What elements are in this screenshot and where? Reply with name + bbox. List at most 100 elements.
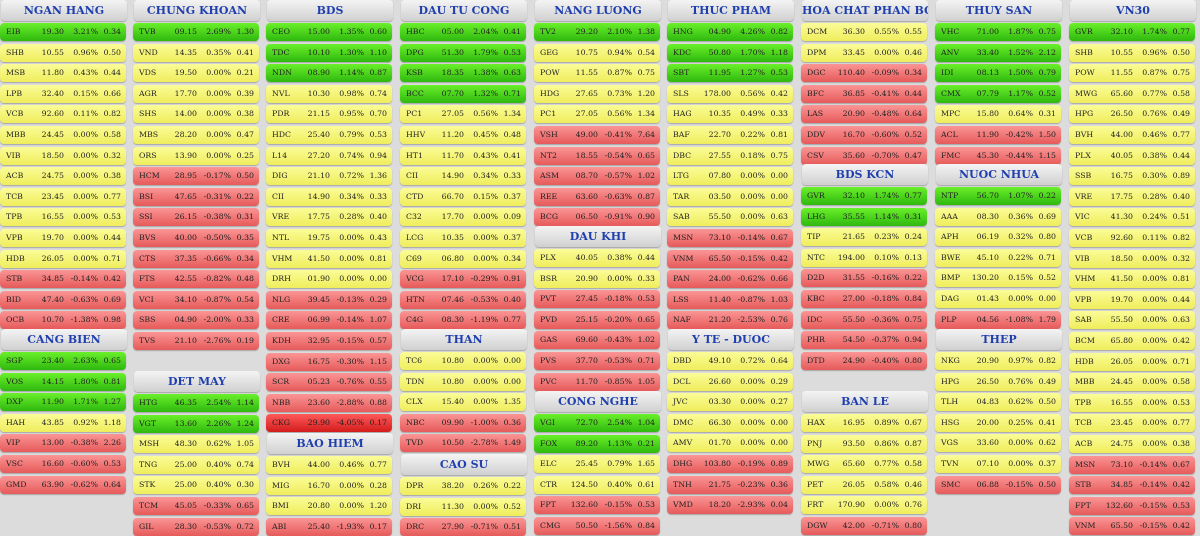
stock-row[interactable]: CII 14.90 0.34% 0.33 [266, 188, 392, 206]
stock-row[interactable]: ORS 13.90 0.00% 0.25 [133, 147, 259, 165]
stock-row[interactable]: MWG 65.60 0.77% 0.58 [801, 455, 927, 473]
stock-row[interactable]: FPT 132.60 -0.15% 0.53 [1069, 497, 1195, 515]
stock-row[interactable]: DDV 16.70 -0.60% 0.52 [801, 126, 927, 144]
stock-row[interactable]: TC6 10.80 0.00% 0.00 [400, 352, 526, 370]
stock-row[interactable]: CTS 37.35 -0.66% 0.34 [133, 250, 259, 268]
stock-row[interactable]: STB 34.85 -0.14% 0.42 [0, 270, 126, 288]
stock-row[interactable]: TAR 03.50 0.00% 0.00 [667, 188, 793, 206]
stock-row[interactable]: DRH 01.90 0.00% 0.00 [266, 270, 392, 288]
stock-row[interactable]: BVH 44.00 0.46% 0.77 [1069, 126, 1195, 144]
stock-row[interactable]: C69 06.80 0.00% 0.34 [400, 250, 526, 268]
stock-row[interactable]: AMV 01.70 0.00% 0.00 [667, 434, 793, 452]
stock-row[interactable]: HPG 26.50 0.76% 0.49 [935, 373, 1061, 391]
stock-row[interactable]: MIG 16.70 0.00% 0.28 [266, 477, 392, 495]
stock-row[interactable]: PHR 54.50 -0.37% 0.94 [801, 331, 927, 349]
stock-row[interactable]: PVS 37.70 -0.53% 0.71 [534, 352, 660, 370]
stock-row[interactable]: GVR 32.10 1.74% 0.77 [1069, 23, 1195, 41]
stock-row[interactable]: TCB 23.45 0.00% 0.77 [0, 188, 126, 206]
stock-row[interactable]: BCM 65.80 0.00% 0.42 [1069, 332, 1195, 350]
stock-row[interactable]: PC1 27.05 0.56% 1.34 [400, 105, 526, 123]
stock-row[interactable]: DHG 103.80 -0.19% 0.89 [667, 455, 793, 473]
stock-row[interactable]: IDC 55.50 -0.36% 0.75 [801, 311, 927, 329]
stock-row[interactable]: L14 27.20 0.74% 0.94 [266, 147, 392, 165]
stock-row[interactable]: VNM 65.50 -0.15% 0.42 [667, 250, 793, 268]
stock-row[interactable]: AGR 17.70 0.00% 0.39 [133, 85, 259, 103]
stock-row[interactable]: DCL 26.60 0.00% 0.29 [667, 373, 793, 391]
stock-row[interactable]: MPC 15.80 0.64% 0.31 [935, 105, 1061, 123]
stock-row[interactable]: TVS 21.10 -2.76% 0.19 [133, 332, 259, 350]
stock-row[interactable]: NLG 39.45 -0.13% 0.29 [266, 291, 392, 309]
stock-row[interactable]: NTP 56.70 1.07% 0.22 [935, 187, 1061, 205]
stock-row[interactable]: BCG 06.50 -0.91% 0.90 [534, 208, 660, 226]
stock-row[interactable]: HBC 05.00 2.04% 0.41 [400, 23, 526, 41]
stock-row[interactable]: MBB 24.45 0.00% 0.58 [1069, 373, 1195, 391]
stock-row[interactable]: GMD 63.90 -0.62% 0.64 [0, 476, 126, 494]
stock-row[interactable]: DCM 36.30 0.55% 0.55 [801, 23, 927, 41]
stock-row[interactable]: VND 14.35 0.35% 0.41 [133, 44, 259, 62]
stock-row[interactable]: VCG 17.10 -0.29% 0.91 [400, 270, 526, 288]
stock-row[interactable]: BVH 44.00 0.46% 0.77 [266, 456, 392, 474]
stock-row[interactable]: IDI 08.13 1.50% 0.79 [935, 64, 1061, 82]
stock-row[interactable]: SLS 178.00 0.56% 0.42 [667, 85, 793, 103]
stock-row[interactable]: NBC 09.90 -1.00% 0.36 [400, 414, 526, 432]
sector-header[interactable]: HOA CHAT PHAN BON [802, 0, 928, 21]
sector-header[interactable]: BAN LE [802, 391, 928, 412]
stock-row[interactable]: DRC 27.90 -0.71% 0.51 [400, 518, 526, 536]
stock-row[interactable]: VGS 33.60 0.00% 0.62 [935, 434, 1061, 452]
stock-row[interactable]: ELC 25.45 0.79% 1.65 [534, 455, 660, 473]
stock-row[interactable]: BCC 07.70 1.32% 0.71 [400, 85, 526, 103]
stock-row[interactable]: SAB 55.50 0.00% 0.63 [1069, 311, 1195, 329]
stock-row[interactable]: MBB 24.45 0.00% 0.58 [0, 126, 126, 144]
stock-row[interactable]: DPG 51.30 1.79% 0.53 [400, 44, 526, 62]
stock-row[interactable]: DBD 49.10 0.72% 0.64 [667, 352, 793, 370]
stock-row[interactable]: HAG 10.35 0.49% 0.33 [667, 105, 793, 123]
stock-row[interactable]: NTC 194.00 0.10% 0.13 [801, 249, 927, 267]
stock-row[interactable]: LCG 10.35 0.00% 0.37 [400, 229, 526, 247]
stock-row[interactable]: VCI 34.10 -0.87% 0.54 [133, 291, 259, 309]
stock-row[interactable]: DXP 11.90 1.71% 1.27 [0, 393, 126, 411]
stock-row[interactable]: SBS 04.90 -2.00% 0.33 [133, 311, 259, 329]
stock-row[interactable]: ACB 24.75 0.00% 0.38 [1069, 435, 1195, 453]
stock-row[interactable]: SGP 23.40 2.63% 0.65 [0, 352, 126, 370]
sector-header[interactable]: THEP [936, 329, 1062, 350]
stock-row[interactable]: KDH 32.95 -0.15% 0.57 [266, 332, 392, 350]
stock-row[interactable]: ANV 33.40 1.52% 2.12 [935, 44, 1061, 62]
stock-row[interactable]: CEO 15.00 1.35% 0.60 [266, 23, 392, 41]
stock-row[interactable]: POW 11.55 0.87% 0.75 [1069, 64, 1195, 82]
stock-row[interactable]: BVS 40.00 -0.50% 0.35 [133, 229, 259, 247]
stock-row[interactable]: CSV 35.60 -0.70% 0.47 [801, 147, 927, 165]
stock-row[interactable]: HCM 28.95 -0.17% 0.50 [133, 167, 259, 185]
sector-header[interactable]: BAO HIEM [267, 433, 393, 454]
stock-row[interactable]: CTD 66.70 0.15% 0.37 [400, 188, 526, 206]
stock-row[interactable]: AAA 08.30 0.36% 0.69 [935, 208, 1061, 226]
stock-row[interactable]: KSB 18.35 1.38% 0.63 [400, 64, 526, 82]
stock-row[interactable]: APH 06.19 0.32% 0.80 [935, 228, 1061, 246]
stock-row[interactable]: MSN 73.10 -0.14% 0.67 [667, 229, 793, 247]
stock-row[interactable]: TDC 10.10 1.30% 1.10 [266, 44, 392, 62]
stock-row[interactable]: VIB 18.50 0.00% 0.32 [1069, 250, 1195, 268]
stock-row[interactable]: LTG 07.80 0.00% 0.00 [667, 167, 793, 185]
stock-row[interactable]: GVR 32.10 1.74% 0.77 [801, 187, 927, 205]
stock-row[interactable]: PET 26.05 0.58% 0.46 [801, 476, 927, 494]
stock-row[interactable]: PVD 25.15 -0.20% 0.65 [534, 311, 660, 329]
sector-header[interactable]: THUC PHAM [668, 0, 794, 21]
stock-row[interactable]: C32 17.70 0.00% 0.09 [400, 208, 526, 226]
stock-row[interactable]: MSH 48.30 0.62% 1.05 [133, 435, 259, 453]
stock-row[interactable]: LHG 35.55 1.14% 0.31 [801, 208, 927, 226]
stock-row[interactable]: MBS 28.20 0.00% 0.47 [133, 126, 259, 144]
stock-row[interactable]: MSB 11.80 0.43% 0.44 [0, 64, 126, 82]
stock-row[interactable]: TPB 16.55 0.00% 0.53 [1069, 394, 1195, 412]
sector-header[interactable]: Y TE - DUOC [668, 329, 794, 350]
stock-row[interactable]: HAH 43.85 0.92% 1.18 [0, 414, 126, 432]
sector-header[interactable]: CHUNG KHOAN [134, 0, 260, 21]
stock-row[interactable]: BSR 20.90 0.00% 0.33 [534, 270, 660, 288]
stock-row[interactable]: TVD 10.50 -2.78% 1.49 [400, 434, 526, 452]
stock-row[interactable]: POW 11.55 0.87% 0.75 [534, 64, 660, 82]
stock-row[interactable]: TLH 04.83 0.62% 0.50 [935, 393, 1061, 411]
stock-row[interactable]: DIG 21.10 0.72% 1.36 [266, 167, 392, 185]
stock-row[interactable]: VIP 13.00 -0.38% 2.26 [0, 434, 126, 452]
stock-row[interactable]: TCB 23.45 0.00% 0.77 [1069, 414, 1195, 432]
stock-row[interactable]: SCR 05.23 -0.76% 0.55 [266, 373, 392, 391]
sector-header[interactable]: THAN [401, 329, 527, 350]
stock-row[interactable]: NTL 19.75 0.00% 0.43 [266, 229, 392, 247]
